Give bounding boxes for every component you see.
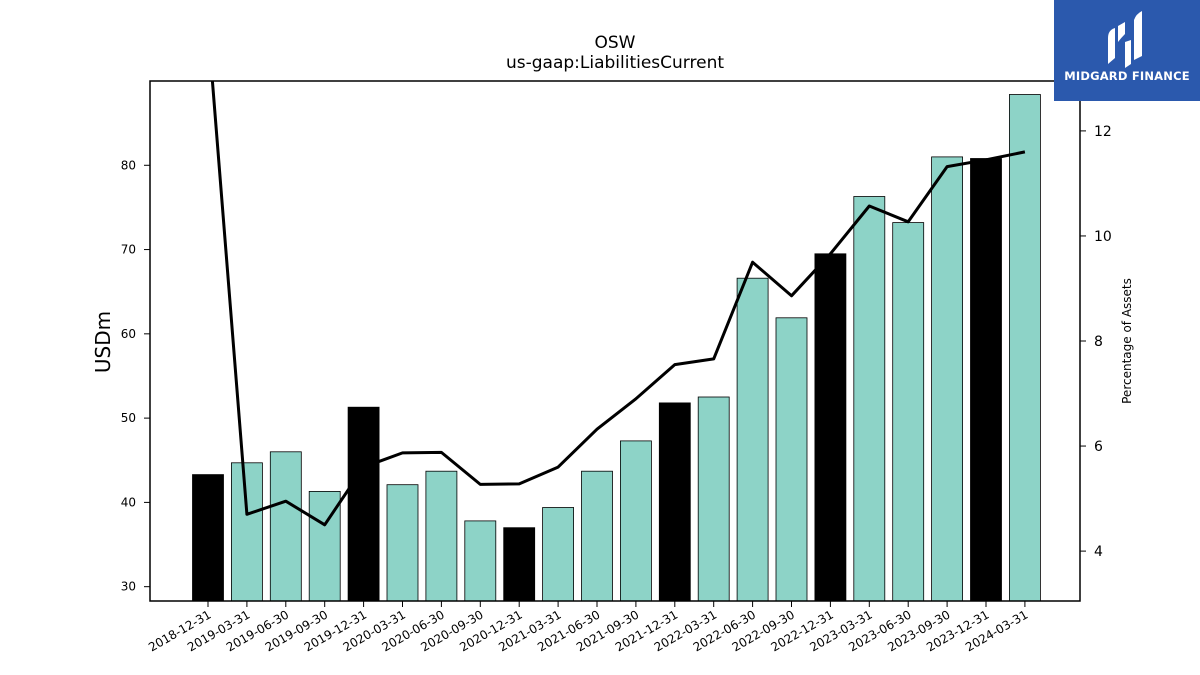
y-left-tick-label: 50 bbox=[121, 411, 136, 425]
y-axis-left-ticks: 30 40 50 60 70 80 bbox=[121, 158, 150, 594]
bar bbox=[581, 470, 613, 602]
percentage-line bbox=[210, 80, 1026, 527]
bar bbox=[503, 527, 536, 602]
bar bbox=[386, 484, 419, 602]
bar bbox=[464, 520, 497, 602]
brand-logo: MIDGARD FINANCE bbox=[1054, 0, 1200, 101]
y-right-tick-label: 12 bbox=[1094, 124, 1112, 140]
bar bbox=[697, 396, 730, 602]
y-right-tick-label: 10 bbox=[1094, 229, 1112, 245]
plot-frame bbox=[149, 80, 1081, 602]
y-left-tick-label: 60 bbox=[121, 327, 136, 341]
y-axis-right-ticks: 4 6 8 10 12 bbox=[1080, 124, 1112, 560]
bar bbox=[736, 277, 769, 602]
chart-subtitle: us-gaap:LiabilitiesCurrent bbox=[506, 53, 724, 73]
x-axis-ticks: 2018-12-312019-03-312019-06-302019-09-30… bbox=[146, 601, 1030, 654]
y-right-tick-label: 8 bbox=[1094, 334, 1103, 350]
bar bbox=[425, 470, 458, 602]
bar bbox=[658, 402, 691, 602]
bar bbox=[853, 196, 886, 602]
y-left-tick-label: 40 bbox=[121, 495, 136, 509]
logo-text: MIDGARD FINANCE bbox=[1064, 69, 1190, 83]
logo-mark-icon bbox=[1108, 11, 1142, 68]
bar bbox=[892, 222, 925, 602]
bar-series bbox=[192, 94, 1041, 602]
chart-title: OSW bbox=[595, 33, 636, 53]
bar bbox=[775, 317, 808, 602]
y-left-tick-label: 70 bbox=[121, 243, 136, 257]
y-axis-right-label: Percentage of Assets bbox=[1120, 278, 1134, 404]
bar bbox=[931, 156, 963, 602]
y-left-tick-label: 80 bbox=[121, 158, 136, 172]
y-right-tick-label: 6 bbox=[1094, 439, 1103, 455]
y-axis-left-label: USDm bbox=[91, 311, 115, 373]
y-left-tick-label: 30 bbox=[121, 580, 136, 594]
bar bbox=[192, 474, 224, 602]
bar bbox=[970, 158, 1002, 602]
bar bbox=[347, 406, 380, 602]
bar bbox=[1009, 94, 1041, 602]
bar bbox=[620, 440, 652, 602]
y-right-tick-label: 4 bbox=[1094, 544, 1103, 560]
bar bbox=[230, 462, 263, 602]
bar bbox=[814, 253, 847, 602]
bar bbox=[269, 451, 302, 602]
bar bbox=[542, 507, 574, 602]
